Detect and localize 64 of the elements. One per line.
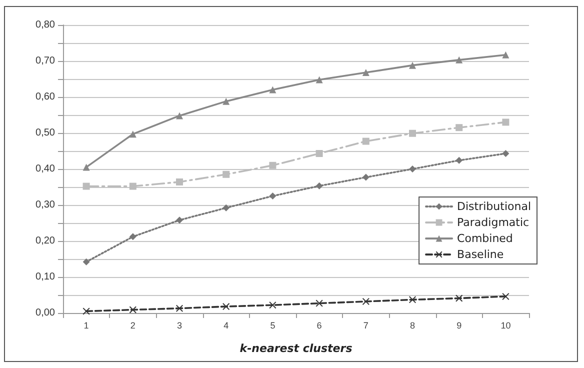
- y-tick-label: 0,00: [36, 308, 56, 318]
- x-tick-label: 1: [84, 320, 89, 330]
- point: [176, 178, 183, 186]
- y-tick-label: 0,70: [36, 56, 56, 66]
- x-tick-label: 8: [410, 320, 416, 330]
- x-tick-label: 7: [363, 320, 368, 330]
- point: [269, 86, 276, 94]
- point: [129, 182, 136, 190]
- point: [456, 156, 463, 164]
- point: [222, 170, 230, 178]
- point: [269, 162, 276, 169]
- point: [129, 306, 136, 314]
- point: [362, 69, 370, 76]
- legend-label: Distributional: [457, 200, 532, 213]
- point: [129, 130, 136, 138]
- point: [176, 112, 183, 120]
- point: [409, 130, 416, 137]
- point: [222, 98, 230, 105]
- y-tick-label: 0,80: [36, 20, 56, 30]
- point: [82, 182, 90, 190]
- y-tick-label: 0,50: [36, 128, 56, 138]
- point: [502, 118, 510, 126]
- y-tick-label: 0,40: [36, 164, 56, 174]
- point: [82, 308, 90, 315]
- legend-label: Paradigmatic: [457, 216, 530, 229]
- point: [456, 56, 463, 64]
- x-tick-label: 6: [316, 320, 322, 330]
- point: [176, 304, 183, 312]
- point: [409, 296, 416, 304]
- point: [269, 302, 276, 309]
- point: [82, 258, 90, 266]
- point: [502, 150, 510, 158]
- point: [456, 294, 463, 302]
- y-tick-label: 0,60: [36, 92, 56, 102]
- point: [362, 298, 370, 305]
- x-tick-label: 5: [270, 320, 276, 330]
- point: [222, 204, 230, 212]
- legend-label: Combined: [457, 232, 513, 245]
- point: [316, 300, 323, 307]
- x-axis-title: k-nearest clusters: [240, 342, 353, 355]
- point: [316, 150, 323, 158]
- x-tick-label: 2: [130, 320, 136, 330]
- point: [129, 233, 136, 240]
- y-tick-label: 0,10: [36, 272, 56, 282]
- x-tick-label: 4: [224, 320, 229, 330]
- legend-label: Baseline: [457, 248, 504, 261]
- point: [176, 216, 183, 224]
- point: [502, 292, 510, 300]
- point: [362, 174, 370, 181]
- point: [456, 124, 463, 132]
- point: [362, 138, 370, 145]
- point: [409, 166, 416, 172]
- x-tick-label: 3: [176, 320, 182, 330]
- point: [269, 192, 276, 200]
- point: [316, 182, 323, 190]
- x-tick-label: 10: [500, 320, 511, 330]
- y-tick-label: 0,30: [36, 200, 56, 210]
- point: [409, 62, 416, 69]
- x-tick-label: 9: [456, 320, 462, 330]
- point: [316, 76, 323, 84]
- point: [502, 51, 510, 58]
- point: [82, 164, 90, 171]
- y-tick-label: 0,20: [36, 236, 56, 246]
- point: [222, 303, 230, 310]
